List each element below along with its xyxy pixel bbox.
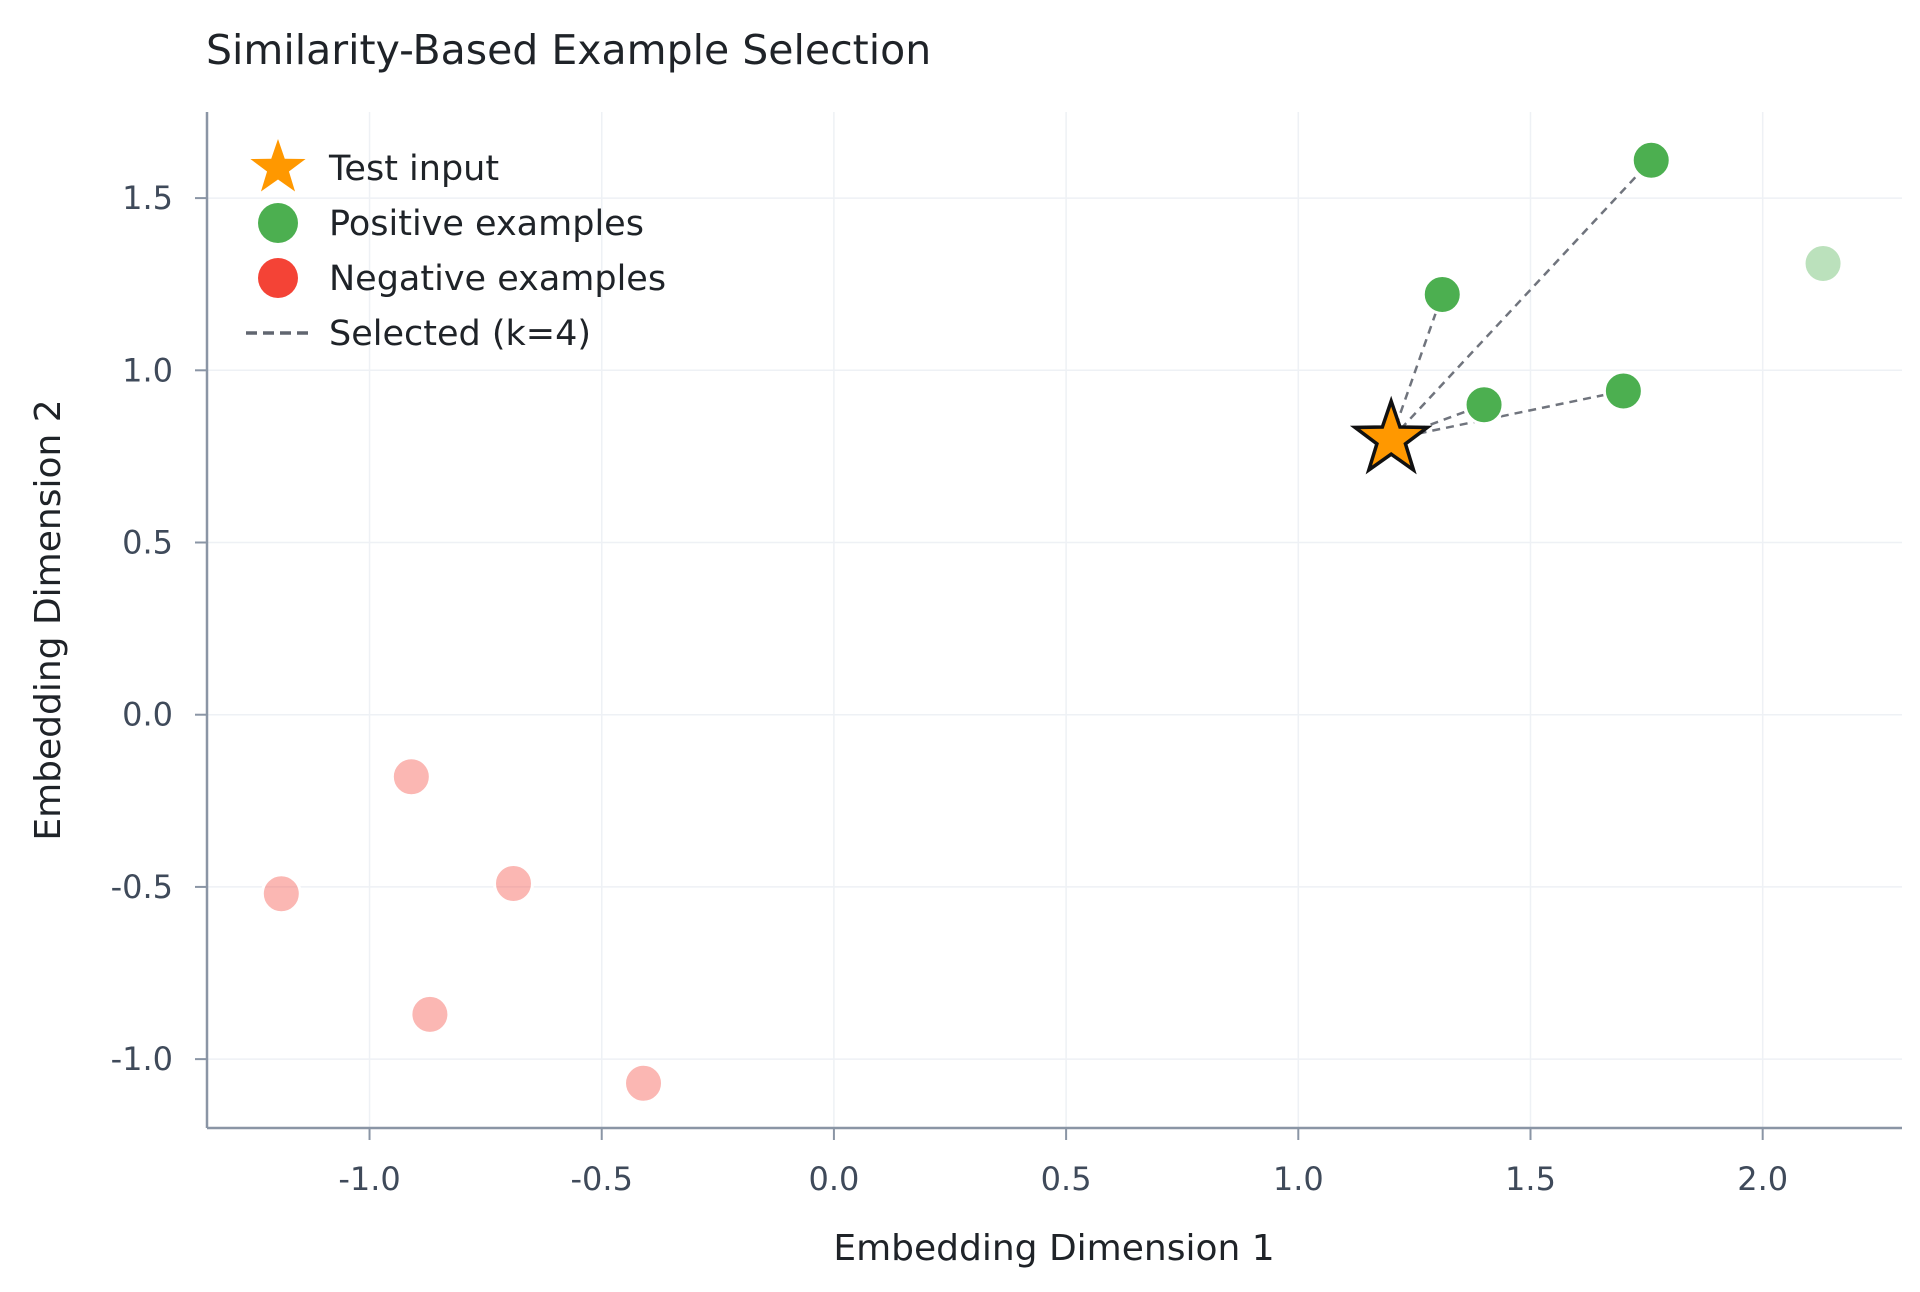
legend: Test input Positive examples Negative exam… [246,139,666,354]
selection-line [1389,294,1444,440]
positive-example-point [1802,243,1844,285]
positive-example-point [1463,384,1505,426]
negative-example-point [492,862,534,904]
chart-title: Similarity-Based Example Selection [206,26,931,74]
grid [207,112,1902,1128]
legend-label: Test input [328,149,499,189]
negative-example-point [260,873,302,915]
negative-example-point [623,1062,665,1104]
negative-example-point [390,756,432,798]
data-points [260,139,1844,1104]
positive-example-point [1421,274,1463,316]
legend-label: Selected (k=4) [329,314,591,354]
positive-example-point [1630,139,1672,181]
legend-label: Negative examples [329,259,666,299]
selection-line [1390,389,1624,441]
legend-circle-icon [258,203,298,243]
y-tick-label: -0.5 [111,868,173,906]
x-tick-label: 0.5 [1041,1160,1092,1198]
x-tick-label: -0.5 [571,1160,633,1198]
negative-example-point [409,993,451,1035]
x-tick-label: -1.0 [338,1160,400,1198]
y-tick-label: -1.0 [111,1040,173,1078]
y-tick-label: 1.0 [122,351,173,389]
x-tick-label: 1.0 [1273,1160,1324,1198]
y-axis-title: Embedding Dimension 2 [28,399,69,840]
y-tick-label: 1.5 [122,179,173,217]
y-tick-label: 0.0 [122,696,173,734]
x-tick-label: 1.5 [1505,1160,1556,1198]
x-axis-title: Embedding Dimension 1 [833,1228,1274,1269]
positive-example-point [1602,370,1644,412]
tick-marks: -1.0 -0.5 0.0 0.5 1.0 1.5 2.0 -1.0 -0.5 0.0 0.5 1.0… [111,179,1789,1198]
legend-label: Positive examples [329,204,644,244]
test-input-star [1349,395,1433,475]
x-tick-label: 0.0 [808,1160,859,1198]
y-tick-label: 0.5 [122,524,173,562]
selection-line [1390,159,1653,441]
axes [205,112,1902,1130]
legend-star-icon [250,139,306,192]
x-tick-label: 2.0 [1737,1160,1788,1198]
legend-circle-icon [258,258,298,298]
